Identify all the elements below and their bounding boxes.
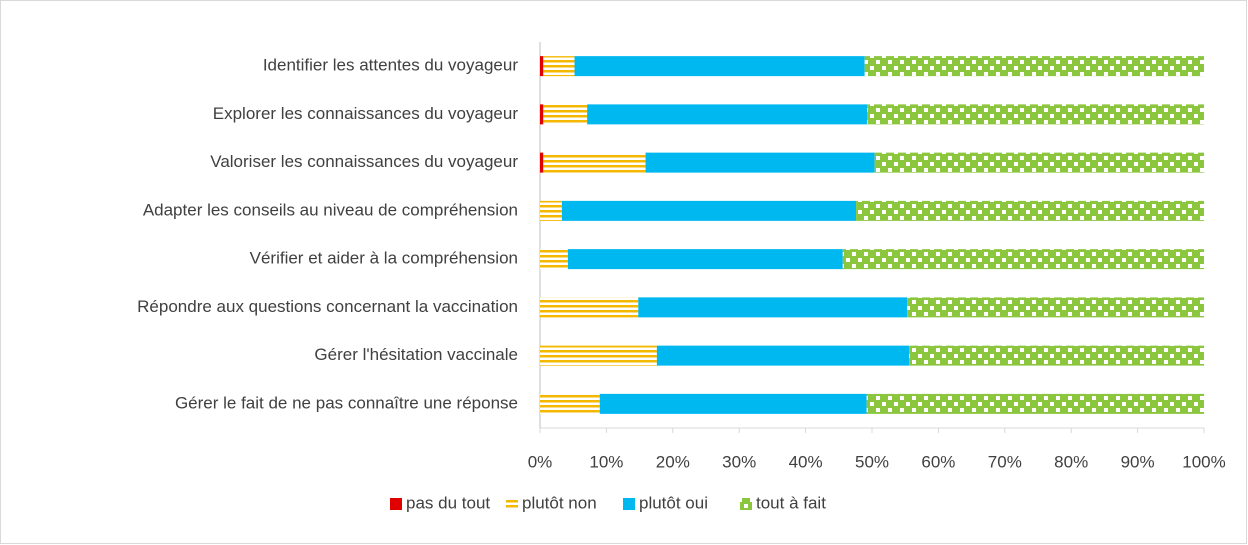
y-tick-label: Vérifier et aider à la compréhension — [250, 249, 518, 268]
bar-segment — [867, 104, 1204, 125]
bar-segment — [574, 56, 865, 77]
bar-segment — [638, 297, 908, 318]
bar-segment — [540, 393, 600, 414]
x-tick-label: 90% — [1121, 452, 1155, 471]
bar-segment — [540, 297, 639, 318]
x-tick-label: 20% — [656, 452, 690, 471]
y-tick-label: Gérer l'hésitation vaccinale — [314, 345, 518, 364]
bar-segment — [874, 152, 1204, 173]
x-tick-label: 40% — [789, 452, 823, 471]
legend-swatch — [740, 498, 752, 510]
x-tick-label: 100% — [1182, 452, 1225, 471]
bar-segment — [842, 249, 1204, 270]
x-tick-label: 10% — [589, 452, 623, 471]
bar-segment — [656, 345, 910, 366]
y-tick-label: Adapter les conseils au niveau de compré… — [143, 200, 518, 219]
bar-segment — [909, 345, 1204, 366]
bar-segment — [540, 249, 568, 270]
x-tick-label: 30% — [722, 452, 756, 471]
legend-swatch — [506, 498, 518, 510]
legend-label: plutôt oui — [639, 493, 708, 512]
y-tick-label: Valoriser les connaissances du voyageur — [210, 152, 518, 171]
y-tick-label: Gérer le fait de ne pas connaître une ré… — [175, 393, 518, 412]
x-tick-label: 50% — [855, 452, 889, 471]
bar-segment — [866, 393, 1204, 414]
legend-label: plutôt non — [522, 493, 597, 512]
legend-swatch — [623, 498, 635, 510]
y-tick-label: Identifier les attentes du voyageur — [263, 56, 518, 75]
bar-segment — [567, 249, 843, 270]
bar-segment — [856, 200, 1204, 221]
x-tick-label: 0% — [528, 452, 553, 471]
legend-label: pas du tout — [406, 493, 490, 512]
bar-segment — [864, 56, 1204, 77]
y-tick-label: Explorer les connaissances du voyageur — [213, 104, 519, 123]
bar-segment — [540, 56, 544, 77]
x-tick-label: 80% — [1054, 452, 1088, 471]
bar-segment — [561, 200, 857, 221]
bar-segment — [543, 104, 588, 125]
legend-label: tout à fait — [756, 493, 826, 512]
bar-segment — [645, 152, 875, 173]
bar-segment — [907, 297, 1204, 318]
y-tick-label: Répondre aux questions concernant la vac… — [137, 297, 518, 316]
legend-swatch — [390, 498, 402, 510]
bar-segment — [540, 104, 544, 125]
bar-segment — [540, 345, 657, 366]
bar-segment — [543, 56, 575, 77]
bar-segment — [543, 152, 646, 173]
x-tick-label: 60% — [921, 452, 955, 471]
bar-segment — [599, 393, 867, 414]
bar-segment — [540, 152, 544, 173]
bar-segment — [540, 200, 562, 221]
x-tick-label: 70% — [988, 452, 1022, 471]
bar-segment — [587, 104, 868, 125]
